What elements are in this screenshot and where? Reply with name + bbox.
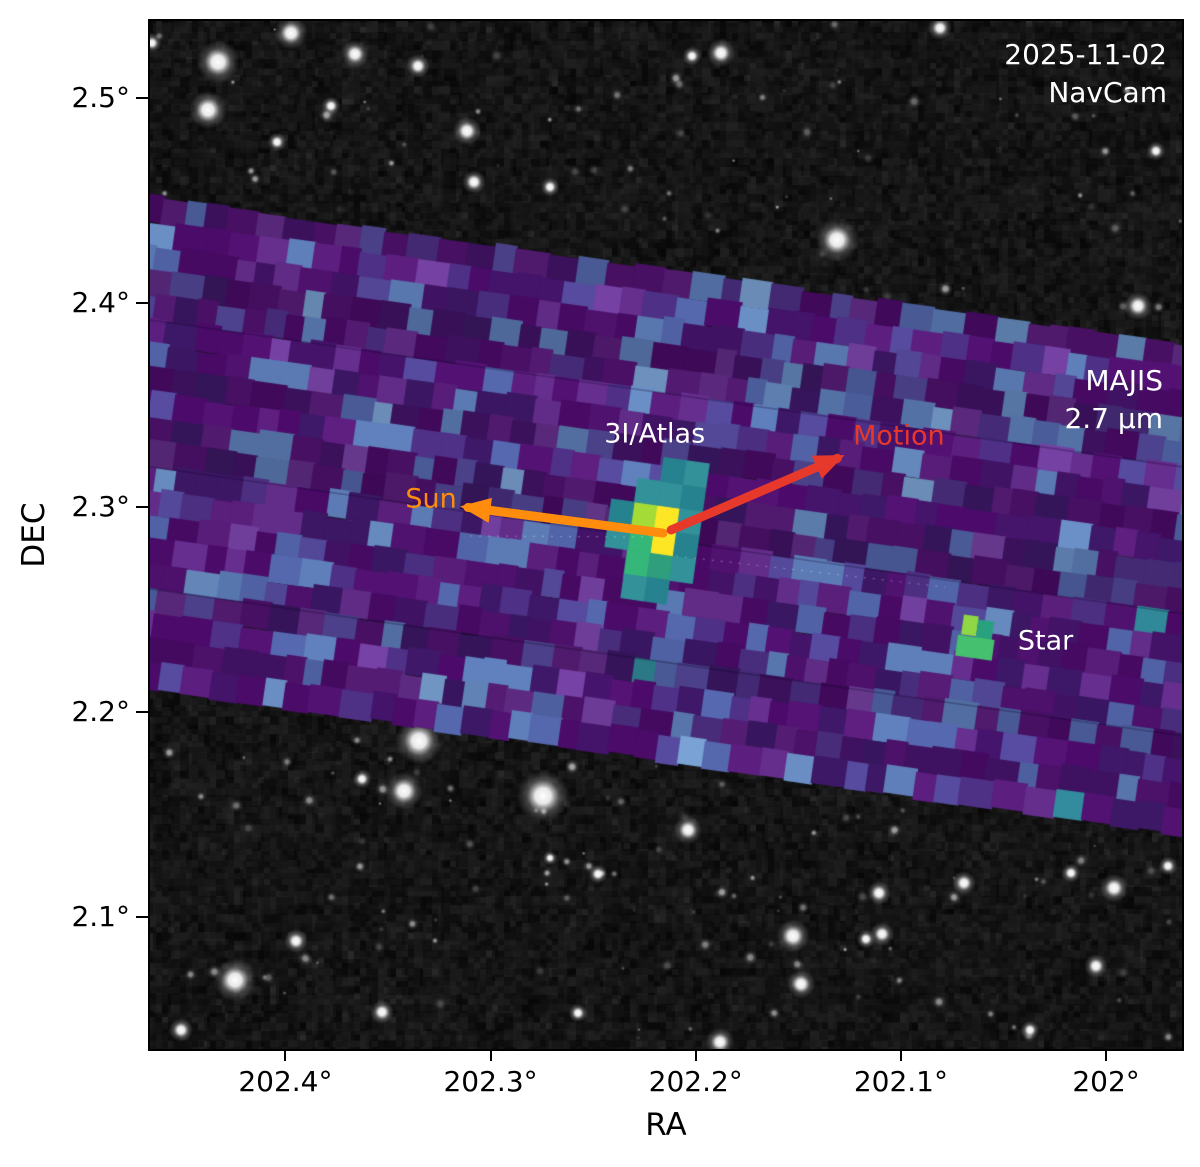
comet-label: 3I/Atlas: [604, 418, 706, 450]
y-tick-mark: [136, 711, 148, 714]
y-tick-label: 2.4°: [71, 285, 130, 319]
observation-date: 2025-11-02: [1004, 38, 1167, 71]
instrument-wavelength: 2.7 μm: [1064, 402, 1163, 435]
x-tick-mark: [899, 1049, 902, 1061]
x-tick-label: 202.1°: [853, 1065, 948, 1098]
camera-name: NavCam: [1048, 76, 1167, 109]
y-tick-label: 2.2°: [71, 695, 130, 729]
instrument-info: MAJIS 2.7 μm: [1064, 362, 1163, 438]
instrument-name: MAJIS: [1085, 364, 1163, 397]
sun-label: Sun: [405, 483, 457, 515]
motion-label: Motion: [853, 420, 945, 452]
y-tick-mark: [136, 915, 148, 918]
x-axis-label: RA: [645, 1107, 687, 1143]
plot-area: 3I/Atlas Sun Motion Star 2025-11-02 NavCam …: [148, 19, 1184, 1051]
star-label: Star: [1017, 625, 1074, 657]
x-tick-label: 202.3°: [443, 1065, 538, 1098]
y-tick-mark: [136, 301, 148, 304]
y-tick-label: 2.1°: [71, 899, 130, 933]
x-tick-mark: [694, 1049, 697, 1061]
y-axis-label: DEC: [16, 502, 52, 568]
x-tick-label: 202.4°: [238, 1065, 333, 1098]
x-tick-mark: [1105, 1049, 1108, 1061]
y-tick-mark: [136, 506, 148, 509]
x-tick-mark: [284, 1049, 287, 1061]
y-tick-label: 2.5°: [71, 80, 130, 114]
x-tick-label: 202.2°: [648, 1065, 743, 1098]
y-tick-mark: [136, 96, 148, 99]
observation-info: 2025-11-02 NavCam: [1004, 36, 1167, 112]
y-tick-label: 2.3°: [71, 490, 130, 524]
sky-image: [150, 21, 1182, 1049]
x-tick-mark: [489, 1049, 492, 1061]
x-tick-label: 202°: [1072, 1065, 1140, 1098]
